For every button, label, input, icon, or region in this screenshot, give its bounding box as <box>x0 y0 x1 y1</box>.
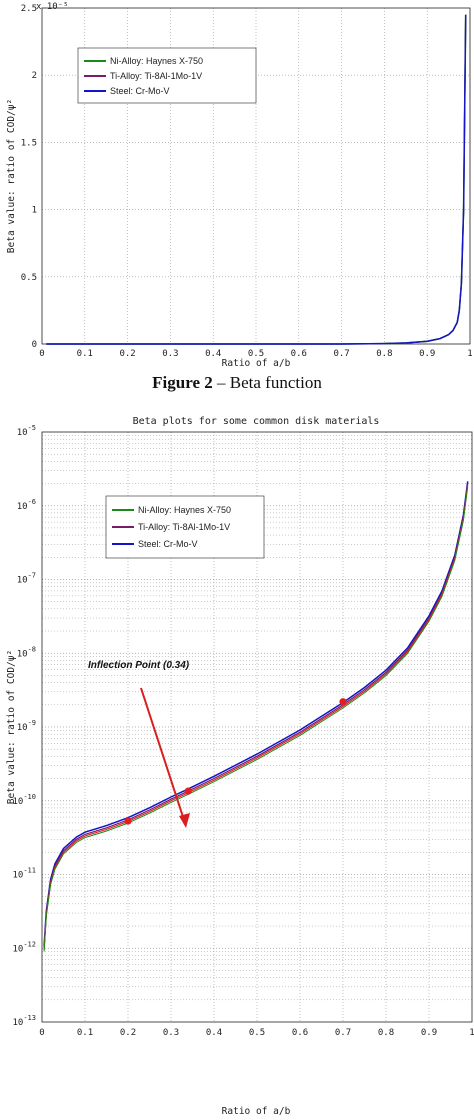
chart2-y-tick-label: 10-8 <box>17 645 36 659</box>
chart2-x-tick-label: 0 <box>39 1028 44 1038</box>
chart2-y-tick-label: 10-13 <box>13 1014 37 1028</box>
chart2-x-tick-label: 0.5 <box>249 1028 265 1038</box>
chart1-y-tick-label: 0.5 <box>21 273 37 283</box>
chart2-x-tick-label: 0.3 <box>163 1028 179 1038</box>
chart2-y-tick-label: 10-7 <box>17 572 36 586</box>
chart2-x-tick-label: 0.8 <box>378 1028 394 1038</box>
chart2-x-ticks: 0 0.1 0.2 0.3 0.4 0.5 0.6 0.7 0.8 0.9 1 <box>39 1028 474 1038</box>
figure-caption: Figure 2 – Beta function <box>152 373 322 392</box>
chart1-legend-label-ni: Ni-Alloy: Haynes X-750 <box>110 56 203 66</box>
inflection-arrow <box>140 687 185 821</box>
chart2-y-tick-label: 10-11 <box>13 867 37 881</box>
chart1-y-tick-label: 2 <box>32 71 37 81</box>
chart2-x-tick-label: 0.4 <box>206 1028 222 1038</box>
chart-1: x 10⁻⁵ 0 0.1 0.2 0.3 0.4 0.5 0.6 0.7 0.8 0.9 1 0 0.… <box>6 2 473 369</box>
chart1-x-tick-label: 0.9 <box>419 349 435 359</box>
chart1-series <box>46 14 467 345</box>
chart1-grid <box>42 8 470 344</box>
chart1-legend-label-ti: Ti-Alloy: Ti-8Al-1Mo-1V <box>110 71 202 81</box>
chart2-x-tick-label: 0.2 <box>120 1028 136 1038</box>
chart2-y-tick-label: 10-12 <box>13 940 37 954</box>
chart2-y-axis-label: Beta value: ratio of COD/ψ² <box>6 650 17 804</box>
chart1-exponent-label: x 10⁻⁵ <box>36 2 69 12</box>
chart1-x-tick-label: 0.4 <box>205 349 221 359</box>
chart2-marker-point <box>184 787 192 795</box>
chart1-x-tick-label: 0.5 <box>248 349 264 359</box>
chart2-title: Beta plots for some common disk material… <box>133 416 380 427</box>
chart2-x-tick-label: 1 <box>469 1028 474 1038</box>
chart2-grid <box>42 432 472 1022</box>
chart2-legend-label-ni: Ni-Alloy: Haynes X-750 <box>138 505 231 515</box>
chart1-x-tick-label: 0.3 <box>162 349 178 359</box>
inflection-arrow-head <box>179 813 190 828</box>
chart2-marker-point <box>339 698 347 706</box>
chart2-series <box>43 481 469 952</box>
chart1-legend-label-steel: Steel: Cr-Mo-V <box>110 86 170 96</box>
caption-body: – Beta function <box>213 373 323 392</box>
chart2-y-tick-label: 10-9 <box>17 719 36 733</box>
chart1-y-tick-label: 1 <box>32 206 37 216</box>
chart1-x-tick-label: 0.1 <box>77 349 93 359</box>
chart2-x-tick-label: 0.1 <box>77 1028 93 1038</box>
chart1-y-tick-label: 0 <box>32 340 37 350</box>
chart1-x-tick-label: 0.2 <box>119 349 135 359</box>
chart2-legend-label-ti: Ti-Alloy: Ti-8Al-1Mo-1V <box>138 522 230 532</box>
chart1-x-tick-label: 1 <box>467 349 472 359</box>
chart2-x-tick-label: 0.6 <box>292 1028 308 1038</box>
caption-label: Figure 2 <box>152 373 213 392</box>
chart2-frame <box>41 431 473 1023</box>
inflection-point-label: Inflection Point (0.34) <box>88 660 190 671</box>
chart2-series-line-steel <box>43 481 469 947</box>
chart2-marker-point <box>124 817 132 825</box>
chart1-legend: Ni-Alloy: Haynes X-750 Ti-Alloy: Ti-8Al-… <box>77 47 257 104</box>
chart2-x-tick-label: 0.9 <box>421 1028 437 1038</box>
chart2-series-line-red <box>43 485 469 950</box>
chart2-x-tick-label: 0.7 <box>335 1028 351 1038</box>
chart1-x-tick-label: 0 <box>39 349 44 359</box>
chart1-y-tick-label: 1.5 <box>21 138 37 148</box>
chart2-y-ticks: 10-13 10-12 10-11 10-10 10-9 10-8 10-7 10-6 10-5 <box>13 424 37 1028</box>
chart2-y-tick-label: 10-5 <box>17 424 36 438</box>
chart2-series-line-ni <box>43 486 469 952</box>
chart1-x-tick-label: 0.7 <box>333 349 349 359</box>
chart2-legend: Ni-Alloy: Haynes X-750 Ti-Alloy: Ti-8Al-… <box>105 495 265 559</box>
chart1-series-line-steel <box>46 14 467 345</box>
chart1-x-axis-label: Ratio of a/b <box>222 358 291 369</box>
chart1-y-axis-label: Beta value: ratio of COD/ψ² <box>6 99 17 253</box>
chart1-x-tick-label: 0.6 <box>291 349 307 359</box>
chart1-y-tick-label: 2.5 <box>21 4 37 14</box>
chart-2: Beta plots for some common disk material… <box>6 416 474 1117</box>
caption-text: Figure 2 – Beta function <box>152 373 322 392</box>
chart2-y-tick-label: 10-10 <box>13 793 37 807</box>
chart2-markers <box>124 698 347 825</box>
chart1-x-tick-label: 0.8 <box>376 349 392 359</box>
chart1-legend-box <box>77 47 257 104</box>
chart2-series-line-ti <box>43 483 469 949</box>
chart2-legend-label-steel: Steel: Cr-Mo-V <box>138 539 198 549</box>
chart1-y-ticks: 0 0.5 1 1.5 2 2.5 <box>21 4 37 350</box>
chart2-annotation: Inflection Point (0.34) <box>88 660 190 828</box>
chart2-y-tick-label: 10-6 <box>17 498 36 512</box>
chart1-x-ticks: 0 0.1 0.2 0.3 0.4 0.5 0.6 0.7 0.8 0.9 1 <box>39 349 472 359</box>
chart2-x-axis-label: Ratio of a/b <box>222 1106 291 1117</box>
